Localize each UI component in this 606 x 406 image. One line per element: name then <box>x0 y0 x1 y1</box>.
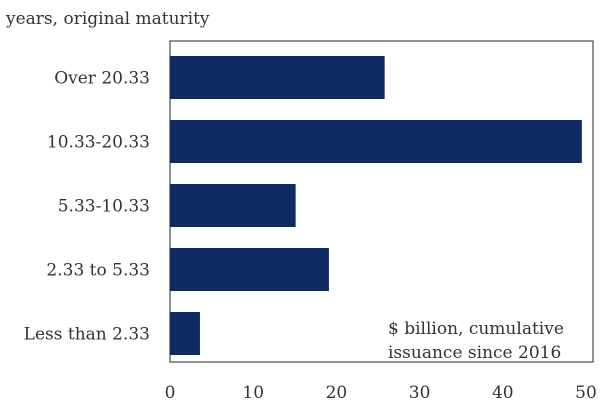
x-tick-label: 20 <box>326 383 348 403</box>
x-tick-label: 50 <box>575 383 597 403</box>
x-tick-labels: 0 10 20 30 40 50 <box>165 383 597 403</box>
x-tick-label: 10 <box>242 383 264 403</box>
category-label: Less than 2.33 <box>24 325 150 345</box>
category-label: 5.33-10.33 <box>58 197 150 217</box>
bar <box>170 120 582 163</box>
bar <box>170 248 329 291</box>
category-label: 10.33-20.33 <box>47 133 150 153</box>
category-label: Over 20.33 <box>54 69 150 89</box>
x-tick-label: 40 <box>492 383 514 403</box>
bar <box>170 56 385 99</box>
y-axis-title: years, original maturity <box>5 9 210 29</box>
category-label: 2.33 to 5.33 <box>46 261 150 281</box>
x-tick-label: 0 <box>165 383 176 403</box>
bar <box>170 184 296 227</box>
annotation-line-1: $ billion, cumulative <box>388 319 564 339</box>
x-tick-label: 30 <box>409 383 431 403</box>
bars <box>170 56 582 355</box>
category-labels: Over 20.33 10.33-20.33 5.33-10.33 2.33 to 5… <box>24 69 150 345</box>
bar <box>170 312 200 355</box>
annotation-line-2: issuance since 2016 <box>388 343 561 363</box>
